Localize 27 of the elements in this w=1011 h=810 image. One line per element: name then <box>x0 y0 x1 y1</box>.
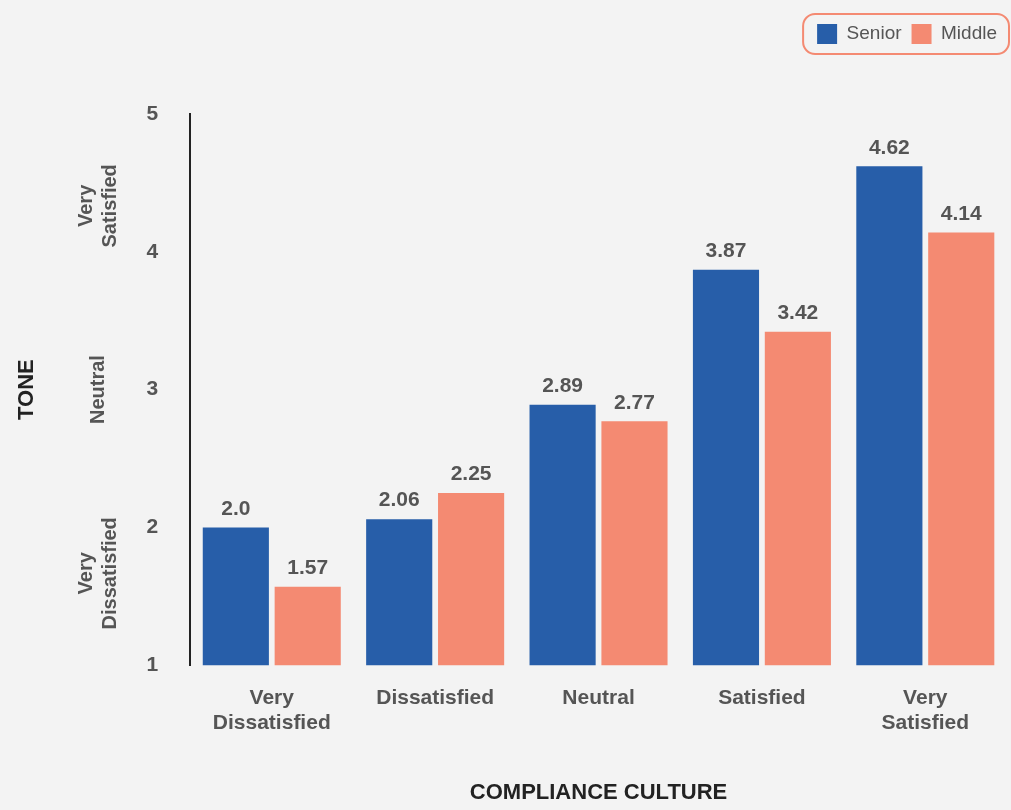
y-tick-label: 5 <box>146 100 159 124</box>
text: Very Satisfied <box>73 164 120 248</box>
y-tick-label: 2 <box>146 514 159 538</box>
data-label: 2.89 <box>542 373 584 397</box>
data-label: 1.57 <box>287 554 329 578</box>
data-label: 4.62 <box>868 134 910 158</box>
data-label: 3.42 <box>777 300 819 324</box>
data-label: 2.06 <box>378 487 420 511</box>
text: Very Dissatisfied <box>73 517 120 630</box>
x-tick-label: Dissatisfied <box>376 684 495 708</box>
text: Neutral <box>85 355 108 425</box>
y-tick-label: 3 <box>146 376 159 400</box>
x-tick-label: Very Dissatisfied <box>212 684 331 733</box>
legend-label: Senior <box>846 22 903 44</box>
data-label: 4.14 <box>940 200 983 224</box>
y-tick-label: 1 <box>146 652 159 675</box>
data-label: 2.0 <box>221 495 251 519</box>
y-tick-label: 4 <box>146 238 159 262</box>
x-tick-label: Satisfied <box>718 684 806 708</box>
x-tick-label: Neutral <box>562 684 635 708</box>
data-label: 2.77 <box>614 389 655 413</box>
data-label: 2.25 <box>450 461 492 485</box>
y-axis-title: TONE <box>13 359 39 420</box>
data-label: 3.87 <box>705 238 747 262</box>
x-axis-title: COMPLIANCE CULTURE <box>469 778 728 804</box>
x-tick-label: Very Satisfied <box>881 684 970 733</box>
legend-label: Middle <box>941 22 998 44</box>
